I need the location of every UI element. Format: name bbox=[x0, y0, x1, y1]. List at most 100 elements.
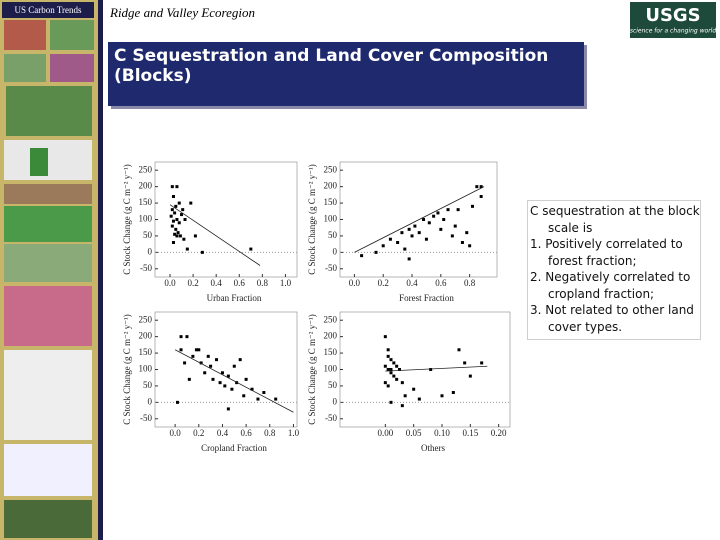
point bbox=[175, 400, 179, 404]
point bbox=[177, 221, 181, 225]
point bbox=[220, 371, 224, 375]
point bbox=[194, 348, 198, 352]
point bbox=[457, 348, 461, 352]
point bbox=[193, 234, 197, 238]
fit-line bbox=[354, 186, 485, 253]
point bbox=[422, 218, 426, 221]
point bbox=[436, 211, 440, 215]
point bbox=[183, 218, 187, 221]
point bbox=[400, 381, 404, 385]
badge: US Carbon Trends bbox=[2, 2, 94, 18]
point bbox=[383, 381, 387, 385]
point bbox=[232, 364, 236, 368]
point bbox=[171, 241, 175, 244]
y-tick-label: -50 bbox=[140, 263, 152, 273]
y-axis-label: C Stock Change (g C m⁻² y⁻¹) bbox=[307, 164, 317, 274]
point bbox=[479, 195, 483, 198]
point bbox=[179, 335, 183, 339]
note-item: 1. Positively correlated to forest fract… bbox=[530, 237, 683, 268]
y-tick-label: 0 bbox=[148, 246, 153, 256]
point bbox=[427, 221, 431, 225]
point bbox=[389, 358, 393, 362]
point bbox=[250, 387, 254, 391]
point bbox=[407, 227, 411, 231]
point bbox=[203, 371, 207, 375]
point bbox=[439, 227, 443, 231]
point bbox=[170, 208, 174, 212]
y-tick-label: 150 bbox=[324, 347, 338, 357]
x-tick-label: 0.2 bbox=[193, 428, 204, 438]
y-tick-label: 100 bbox=[139, 214, 153, 224]
point bbox=[374, 250, 378, 254]
x-tick-label: 0.0 bbox=[164, 278, 176, 288]
y-tick-label: 150 bbox=[139, 347, 153, 357]
point bbox=[174, 227, 178, 231]
point bbox=[383, 364, 387, 368]
point bbox=[256, 397, 260, 401]
point bbox=[191, 354, 195, 358]
x-tick-label: 0.6 bbox=[240, 428, 252, 438]
y-tick-label: 150 bbox=[139, 197, 153, 207]
point bbox=[479, 185, 483, 189]
point bbox=[386, 348, 390, 352]
x-tick-label: 0.0 bbox=[349, 278, 361, 288]
x-axis-label: Urban Fraction bbox=[207, 293, 262, 303]
thumbnails bbox=[4, 20, 94, 538]
point bbox=[440, 394, 444, 398]
point bbox=[182, 237, 186, 241]
y-tick-label: -50 bbox=[325, 263, 337, 273]
x-tick-label: 0.05 bbox=[406, 428, 422, 438]
point bbox=[206, 354, 210, 358]
y-tick-label: -50 bbox=[325, 413, 337, 423]
point bbox=[386, 354, 390, 358]
x-tick-label: 0.4 bbox=[217, 428, 229, 438]
point bbox=[442, 218, 446, 221]
y-tick-label: 100 bbox=[324, 364, 338, 374]
point bbox=[398, 368, 401, 371]
x-axis-label: Others bbox=[421, 443, 445, 453]
point bbox=[238, 358, 242, 362]
y-tick-label: 200 bbox=[324, 331, 338, 341]
point bbox=[432, 214, 436, 218]
point bbox=[249, 247, 253, 251]
point bbox=[388, 237, 392, 241]
y-tick-label: 50 bbox=[143, 230, 153, 240]
point bbox=[410, 234, 414, 238]
point bbox=[396, 241, 400, 244]
point bbox=[395, 364, 399, 368]
point bbox=[417, 231, 421, 235]
y-tick-label: 100 bbox=[139, 364, 153, 374]
point bbox=[200, 250, 204, 254]
x-tick-label: 0.15 bbox=[462, 428, 478, 438]
x-axis-label: Cropland Fraction bbox=[201, 443, 267, 453]
point bbox=[171, 219, 175, 223]
point bbox=[407, 257, 411, 261]
fit-line bbox=[169, 204, 261, 266]
point bbox=[178, 234, 182, 238]
slide-title: C Sequestration and Land Cover Compositi… bbox=[108, 42, 584, 106]
point bbox=[175, 218, 179, 221]
point bbox=[453, 224, 457, 228]
point bbox=[395, 377, 399, 381]
point bbox=[468, 374, 472, 378]
point bbox=[242, 394, 246, 398]
y-axis-label: C Stock Change (g C m⁻² y⁻¹) bbox=[122, 314, 132, 424]
y-tick-label: -50 bbox=[140, 413, 152, 423]
x-axis-label: Forest Fraction bbox=[399, 293, 454, 303]
x-tick-label: 0.8 bbox=[464, 278, 476, 288]
point bbox=[244, 377, 248, 381]
point bbox=[274, 397, 278, 401]
point bbox=[226, 374, 230, 378]
point bbox=[185, 335, 189, 339]
point bbox=[169, 214, 173, 218]
point bbox=[185, 247, 189, 251]
x-tick-label: 0.4 bbox=[406, 278, 418, 288]
point bbox=[197, 348, 201, 352]
y-tick-label: 50 bbox=[328, 380, 338, 390]
point bbox=[403, 247, 407, 251]
note-item: 2. Negatively correlated to cropland fra… bbox=[530, 270, 691, 301]
point bbox=[262, 391, 266, 394]
point bbox=[468, 244, 472, 248]
point bbox=[386, 384, 390, 388]
